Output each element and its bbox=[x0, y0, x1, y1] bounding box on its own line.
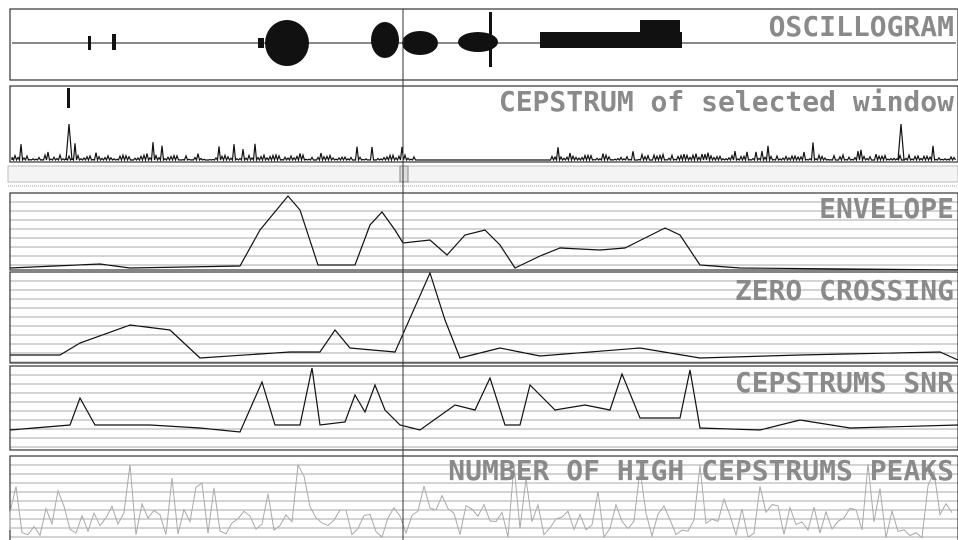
panel-title: NUMBER OF HIGH CEPSTRUMS PEAKS bbox=[448, 454, 954, 487]
cepstrum-trace bbox=[11, 123, 957, 163]
oscillogram-wave bbox=[88, 12, 682, 67]
grid-group bbox=[10, 201, 958, 538]
panel-title: CEPSTRUM of selected window bbox=[499, 85, 954, 118]
panel-title: OSCILLOGRAM bbox=[769, 10, 954, 43]
oscillogram-panel bbox=[9, 8, 958, 81]
zero-crossing-panel bbox=[9, 271, 958, 364]
cepstrum-marker bbox=[67, 88, 70, 108]
snr-panel bbox=[9, 365, 958, 451]
envelope-trace bbox=[9, 195, 958, 271]
peaks-trace bbox=[9, 463, 953, 539]
cepstrum-panel bbox=[9, 85, 958, 163]
envelope-panel bbox=[9, 192, 958, 271]
scrollbar[interactable] bbox=[7, 165, 958, 183]
snr-trace bbox=[9, 367, 958, 433]
panel-title: ENVELOPE bbox=[819, 192, 954, 225]
peaks-panel bbox=[9, 455, 958, 540]
panel-title: CEPSTRUMS SNR bbox=[735, 366, 954, 399]
scroll-thumb[interactable] bbox=[399, 165, 409, 183]
panel-title: ZERO CROSSING bbox=[735, 274, 954, 307]
zero-crossing-trace bbox=[10, 271, 958, 361]
